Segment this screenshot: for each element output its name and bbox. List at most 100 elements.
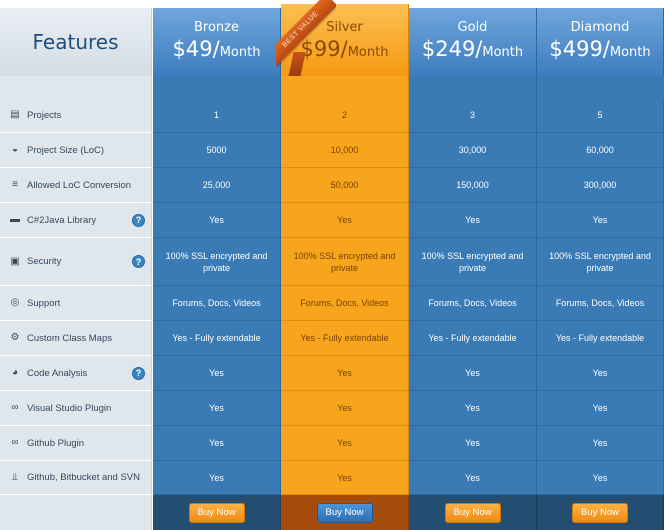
- plan-value-cell: Forums, Docs, Videos: [153, 286, 281, 321]
- feature-label-cell: ⫫ Github, Bitbucket and SVN: [0, 461, 152, 495]
- feature-label: Custom Class Maps: [27, 332, 112, 344]
- buy-cell-diamond: Buy Now: [537, 495, 664, 530]
- plan-name: Gold: [457, 20, 488, 35]
- plan-price: $499/Month: [549, 37, 651, 61]
- help-icon[interactable]: ?: [132, 255, 145, 268]
- buy-now-button-gold[interactable]: Buy Now: [444, 502, 501, 523]
- feature-label: Github, Bitbucket and SVN: [27, 472, 141, 483]
- plan-value-cell: 100% SSL encrypted and private: [537, 238, 664, 286]
- buy-cell-bronze: Buy Now: [153, 495, 281, 530]
- link-icon: ∞: [11, 437, 19, 448]
- gauge-icon: ◒: [11, 144, 19, 155]
- buy-now-button-bronze[interactable]: Buy Now: [188, 502, 245, 523]
- plan-value-cell: Forums, Docs, Videos: [537, 286, 664, 321]
- document-icon: ▤: [10, 109, 20, 120]
- feature-label-cell: ▣ Security?: [0, 238, 152, 286]
- plan-value-cell: Yes: [281, 203, 409, 238]
- feature-label: Visual Studio Plugin: [27, 402, 112, 414]
- plan-value-cell: 25,000: [153, 168, 281, 203]
- plan-value-cell: 3: [409, 98, 537, 133]
- feature-column-spacer: [0, 76, 152, 98]
- feature-row: ∞ Visual Studio Plugin Yes Yes Yes Yes: [0, 391, 664, 426]
- feature-row: ≡ Allowed LoC Conversion 25,000 50,000 150,0…: [0, 168, 664, 203]
- plan-value-cell: Yes: [281, 461, 409, 495]
- buy-now-button-diamond[interactable]: Buy Now: [572, 502, 628, 523]
- link-icon: ∞: [11, 402, 19, 413]
- plan-value-cell: 50,000: [281, 168, 409, 203]
- feature-label: Security: [27, 256, 62, 267]
- feature-label: C#2Java Library: [27, 214, 97, 226]
- plan-header-silver: Silver $99/Month: [281, 4, 409, 76]
- plan-value-cell: Yes: [537, 391, 664, 426]
- plan-value-cell: Yes: [409, 203, 537, 238]
- plan-value-cell: 5000: [153, 133, 281, 168]
- plan-value-cell: 150,000: [409, 168, 537, 203]
- plan-value-cell: Yes: [537, 203, 664, 238]
- feature-row: ▤ Projects 1 2 3 5: [0, 98, 664, 133]
- feature-row: ⚙ Custom Class Maps Yes - Fully extendable…: [0, 321, 664, 356]
- lifebuoy-icon: ◎: [10, 297, 20, 308]
- buy-now-button-silver[interactable]: Buy Now: [316, 502, 373, 523]
- plan-value-cell: Yes: [153, 203, 281, 238]
- plan-value-cell: Yes: [409, 391, 537, 426]
- plan-value-cell: 300,000: [537, 168, 664, 203]
- feature-label-cell: ◕ Code Analysis?: [0, 356, 152, 391]
- feature-row: ◎ Support Forums, Docs, Videos Forums, Docs…: [0, 286, 664, 321]
- plan-price: $249/Month: [421, 37, 524, 61]
- buy-row-spacer: [0, 495, 152, 530]
- plan-value-cell: Yes: [281, 356, 409, 391]
- plan-value-cell: Yes - Fully extendable: [409, 321, 537, 356]
- plan-value-cell: Yes: [153, 461, 281, 495]
- feature-label-cell: ▤ Projects: [0, 98, 152, 133]
- feature-label-cell: ∞ Github Plugin: [0, 426, 152, 461]
- plan-column-spacer: [537, 76, 664, 98]
- feature-label-cell: ▬ C#2Java Library?: [0, 203, 152, 238]
- plan-header-gold: Gold $249/Month: [409, 8, 537, 76]
- feature-label-cell: ≡ Allowed LoC Conversion: [0, 168, 152, 203]
- plan-column-spacer: [281, 76, 409, 98]
- feature-row: ⫫ Github, Bitbucket and SVN Yes Yes Yes Yes: [0, 461, 664, 495]
- feature-label: Support: [27, 297, 61, 309]
- feature-row: ◕ Code Analysis? Yes Yes Yes Yes: [0, 356, 664, 391]
- plan-value-cell: Yes: [537, 461, 664, 495]
- plan-name: Diamond: [570, 20, 630, 35]
- plan-value-cell: 30,000: [409, 133, 537, 168]
- plan-value-cell: Yes: [409, 426, 537, 461]
- lock-icon: ▣: [10, 255, 20, 267]
- plan-value-cell: Yes: [409, 461, 537, 495]
- plan-price: $49/Month: [172, 37, 261, 61]
- pie-chart-icon: ◕: [11, 367, 19, 378]
- plan-name: Bronze: [194, 20, 239, 35]
- plan-value-cell: 60,000: [537, 133, 664, 168]
- plan-value-cell: Yes: [281, 391, 409, 426]
- plan-value-cell: 2: [281, 98, 409, 133]
- plan-price: $99/Month: [300, 37, 389, 61]
- feature-label: Allowed LoC Conversion: [27, 179, 132, 191]
- plug-icon: ⫫: [12, 471, 18, 483]
- plan-value-cell: Yes: [153, 391, 281, 426]
- help-icon[interactable]: ?: [132, 366, 145, 380]
- feature-label-cell: ⚙ Custom Class Maps: [0, 321, 152, 356]
- lines-icon: ≡: [12, 179, 18, 190]
- feature-row: ▣ Security? 100% SSL encrypted and private…: [0, 238, 664, 286]
- plan-value-cell: 100% SSL encrypted and private: [409, 238, 537, 286]
- features-heading: Features: [0, 8, 152, 76]
- buy-cell-silver: Buy Now: [281, 495, 409, 530]
- plan-value-cell: Yes: [153, 356, 281, 391]
- plan-value-cell: Yes: [537, 356, 664, 391]
- help-icon[interactable]: ?: [132, 213, 145, 227]
- plan-value-cell: Yes: [153, 426, 281, 461]
- gear-icon: ⚙: [10, 332, 20, 343]
- plan-value-cell: Forums, Docs, Videos: [281, 286, 409, 321]
- plan-column-spacer: [153, 76, 281, 98]
- plan-name: Silver: [326, 20, 363, 35]
- feature-row: ▬ C#2Java Library? Yes Yes Yes Yes: [0, 203, 664, 238]
- plan-value-cell: 1: [153, 98, 281, 133]
- plan-value-cell: Yes - Fully extendable: [281, 321, 409, 356]
- plan-column-spacer: [409, 76, 537, 98]
- plan-header-diamond: Diamond $499/Month: [537, 8, 664, 76]
- plan-value-cell: 10,000: [281, 133, 409, 168]
- plan-value-cell: Yes: [537, 426, 664, 461]
- plan-value-cell: 5: [537, 98, 664, 133]
